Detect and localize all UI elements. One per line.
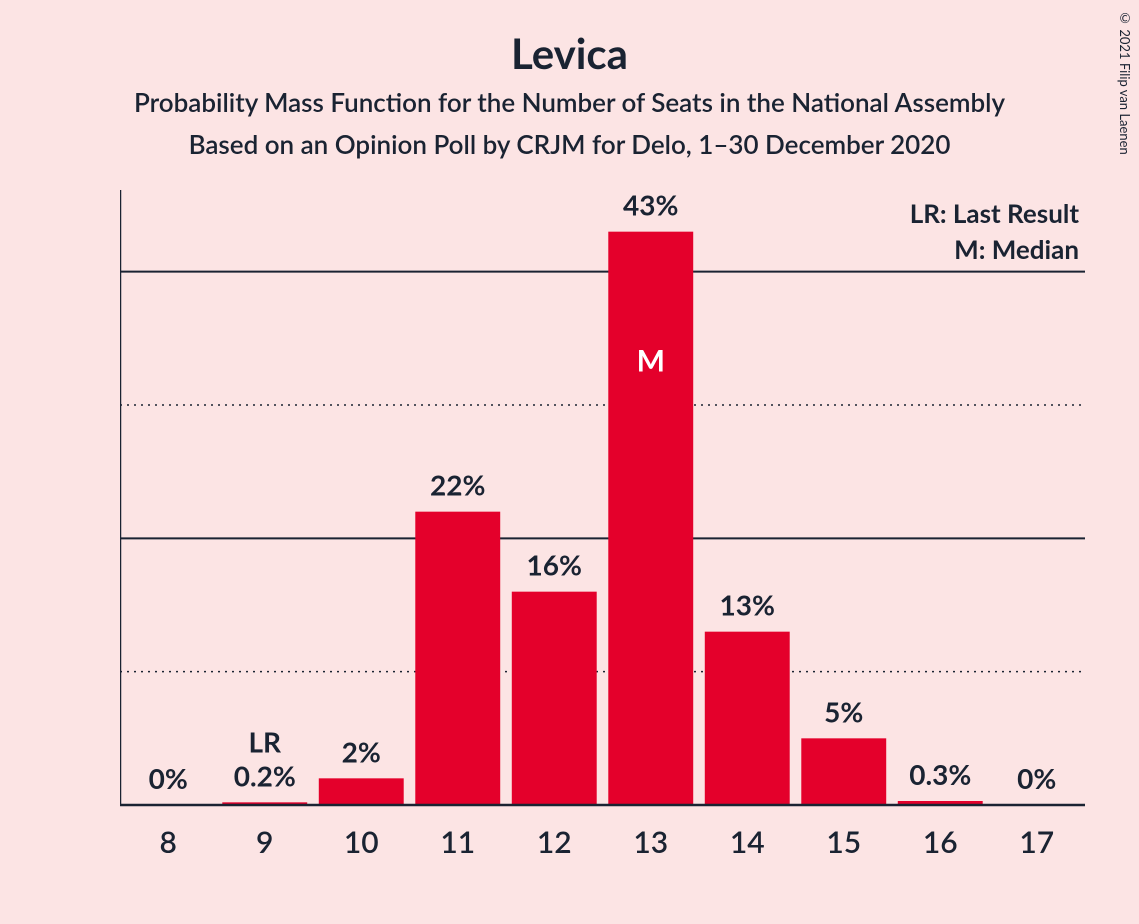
chart-subtitle-2: Based on an Opinion Poll by CRJM for Del… (0, 128, 1139, 160)
chart-title: Levica (0, 0, 1139, 78)
median-marker: M (637, 343, 665, 379)
x-tick-label: 17 (1019, 824, 1054, 860)
legend-lr: LR: Last Result (910, 197, 1080, 229)
bar (415, 512, 500, 805)
x-tick-label: 12 (537, 824, 572, 860)
legend-m: M: Median (954, 233, 1079, 265)
bar-value-label: 13% (720, 588, 775, 622)
bar-value-label: 0% (149, 761, 188, 795)
x-tick-label: 9 (256, 824, 273, 860)
bar-value-label: 2% (342, 734, 381, 768)
bar (608, 232, 693, 805)
bar-value-label: 0% (1017, 761, 1056, 795)
bar-chart: 20%40%80%9LR0.2%102%1122%1216%1343%M1413… (120, 185, 1090, 885)
chart-subtitle-1: Probability Mass Function for the Number… (0, 86, 1139, 118)
copyright-text: © 2021 Filip van Laenen (1117, 10, 1133, 155)
bar (705, 632, 790, 805)
last-result-marker: LR (248, 724, 282, 758)
bar-value-label: 16% (527, 548, 582, 582)
x-tick-label: 10 (344, 824, 379, 860)
bar-value-label: 43% (623, 188, 678, 222)
x-tick-label: 13 (633, 824, 668, 860)
bar-value-label: 22% (430, 468, 485, 502)
x-tick-label: 16 (923, 824, 958, 860)
x-tick-label: 14 (730, 824, 765, 860)
bar (801, 738, 886, 805)
bar-value-label: 5% (824, 694, 863, 728)
bar-value-label: 0.2% (234, 758, 296, 792)
x-tick-label: 8 (160, 824, 177, 860)
bar (512, 592, 597, 805)
chart-area: 20%40%80%9LR0.2%102%1122%1216%1343%M1413… (120, 185, 1090, 845)
bar (319, 778, 404, 805)
bar-value-label: 0.3% (909, 757, 971, 791)
x-tick-label: 15 (826, 824, 861, 860)
x-tick-label: 11 (440, 824, 475, 860)
